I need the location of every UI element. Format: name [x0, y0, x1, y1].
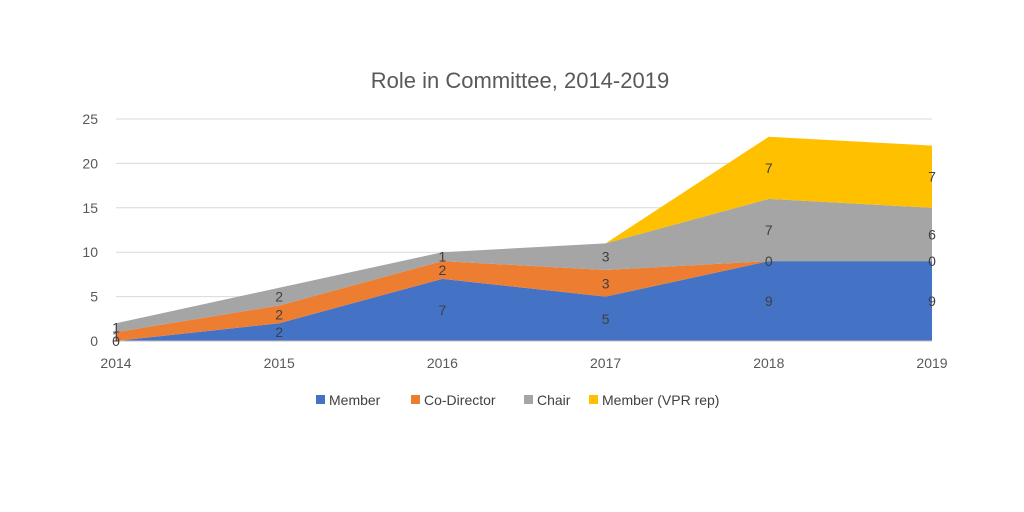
data-label: 6	[928, 226, 936, 242]
data-label: 7	[439, 302, 447, 318]
data-label: 2	[439, 262, 447, 278]
x-tick-label: 2019	[916, 355, 947, 371]
x-tick-label: 2014	[100, 355, 131, 371]
y-tick-label: 15	[82, 200, 98, 216]
data-label: 1	[439, 249, 447, 265]
data-label: 1	[112, 320, 120, 336]
legend: Member Co-Director Chair Member (VPR rep)	[316, 392, 719, 408]
data-label: 5	[602, 311, 610, 327]
data-label: 7	[765, 222, 773, 238]
legend-swatch	[524, 395, 533, 404]
data-label: 3	[602, 275, 610, 291]
data-label: 0	[928, 253, 936, 269]
data-label: 0	[112, 333, 120, 349]
x-axis-tick-labels: 2014 2015 2016 2017 2018 2019	[100, 355, 947, 371]
y-tick-label: 10	[82, 244, 98, 260]
x-tick-label: 2018	[753, 355, 784, 371]
data-label: 9	[765, 293, 773, 309]
y-tick-label: 5	[90, 289, 98, 305]
data-label: 2	[275, 324, 283, 340]
y-tick-label: 20	[82, 155, 98, 171]
area-co-director	[116, 261, 932, 341]
data-label: 7	[765, 160, 773, 176]
legend-label: Chair	[537, 392, 571, 408]
data-label: 1	[112, 329, 120, 345]
area-member-vpr-rep	[116, 136, 932, 324]
legend-swatch	[411, 395, 420, 404]
legend-swatch	[316, 395, 325, 404]
area-chair	[116, 198, 932, 333]
y-axis-tick-labels: 0 5 10 15 20 25	[82, 111, 98, 349]
chart-title: Role in Committee, 2014-2019	[371, 68, 669, 93]
x-tick-label: 2015	[264, 355, 295, 371]
data-label: 3	[602, 249, 610, 265]
legend-label: Co-Director	[424, 392, 496, 408]
legend-swatch	[589, 395, 598, 404]
legend-label: Member	[329, 392, 381, 408]
area-member	[116, 261, 932, 341]
y-tick-label: 25	[82, 111, 98, 127]
data-label: 2	[275, 289, 283, 305]
data-label: 2	[275, 306, 283, 322]
x-tick-label: 2017	[590, 355, 621, 371]
area-series	[116, 136, 932, 341]
data-label: 0	[765, 253, 773, 269]
legend-label: Member (VPR rep)	[602, 392, 719, 408]
y-tick-label: 0	[90, 333, 98, 349]
x-tick-label: 2016	[427, 355, 458, 371]
data-label: 9	[928, 293, 936, 309]
data-label: 7	[928, 169, 936, 185]
